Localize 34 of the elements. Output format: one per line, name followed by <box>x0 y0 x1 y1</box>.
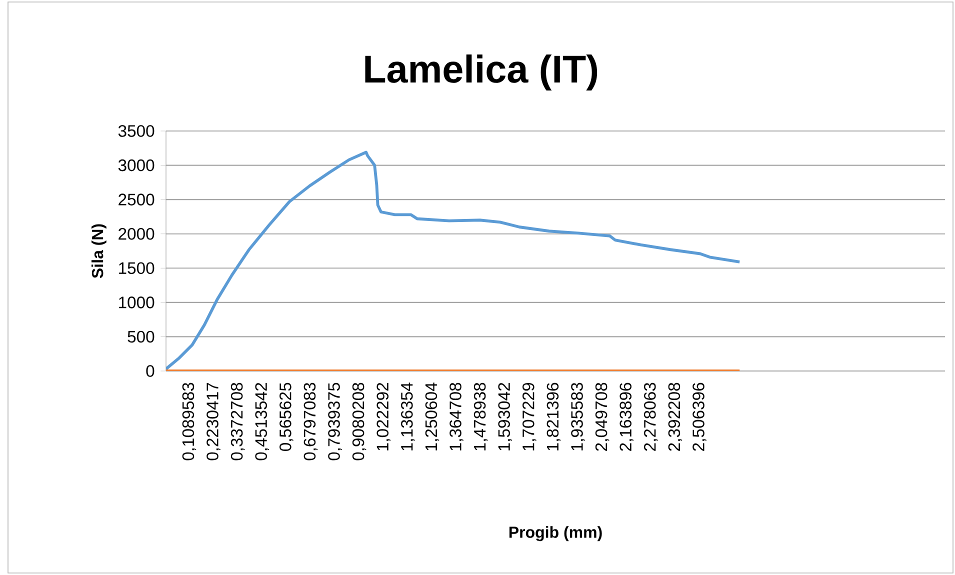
y-tick-label: 2000 <box>118 228 154 240</box>
y-axis-title: Sila (N) <box>91 224 106 278</box>
x-tick-label: 2,392208 <box>668 382 682 451</box>
line-series <box>166 150 742 370</box>
x-tick-label: 0,2230417 <box>206 383 220 460</box>
y-tick-label: 1000 <box>119 296 154 308</box>
x-tick-label: 2,049708 <box>595 382 610 451</box>
x-tick-label: 1,364708 <box>450 382 464 450</box>
y-tick-label: 3500 <box>118 125 154 137</box>
x-tick-label: 1,593042 <box>498 383 512 450</box>
x-tick-label: 0,3372708 <box>230 382 245 460</box>
y-tick-label: 1500 <box>119 262 154 274</box>
x-tick-label: 0,9080208 <box>352 382 366 460</box>
chart-title: Lamelica (IT) <box>365 54 598 91</box>
x-tick-label: 2,278063 <box>644 382 658 451</box>
x-tick-label: 0,4513542 <box>255 383 269 460</box>
x-tick-label: 0,1089583 <box>182 382 196 460</box>
x-tick-label: 0,7939375 <box>328 382 342 460</box>
y-tick-label: 500 <box>128 330 154 343</box>
x-axis-title: Progib (mm) <box>509 526 602 542</box>
x-tick-label: 1,707229 <box>522 382 536 450</box>
x-tick-label: 1,250604 <box>425 382 440 450</box>
x-tick-label: 1,478938 <box>474 382 488 450</box>
y-tick-label: 0 <box>146 365 154 377</box>
y-tick-label: 2500 <box>118 194 154 206</box>
x-tick-label: 1,821396 <box>546 382 561 450</box>
x-tick-label: 0,6797083 <box>304 382 318 460</box>
x-tick-label: 2,163896 <box>620 382 634 451</box>
x-tick-label: 2,506396 <box>692 382 706 451</box>
x-tick-label: 1,136354 <box>400 382 415 450</box>
x-tick-label: 1,022292 <box>376 383 390 450</box>
x-tick-label: 0,565625 <box>280 382 294 452</box>
y-tick-label: 3000 <box>118 159 154 172</box>
x-tick-label: 1,935583 <box>571 382 585 450</box>
